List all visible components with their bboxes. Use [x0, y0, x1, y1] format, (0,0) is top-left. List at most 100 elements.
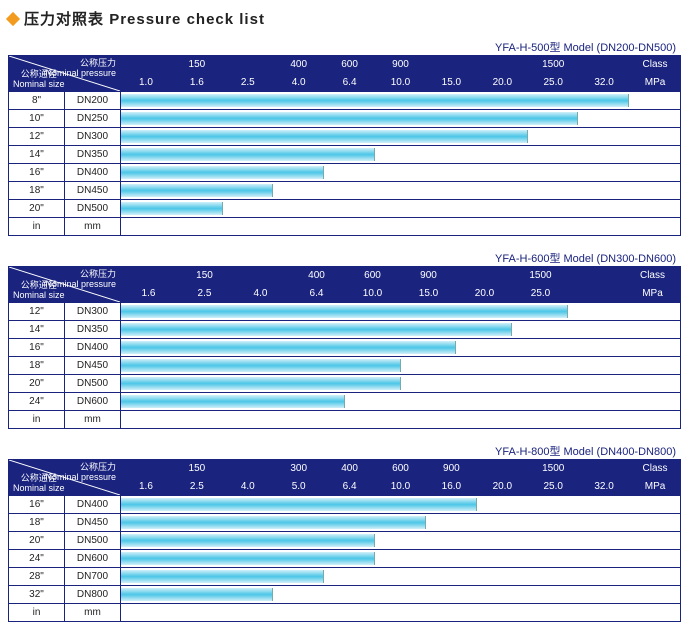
- mpa-header-cell: 32.0: [579, 478, 630, 496]
- bar-cell: [121, 514, 681, 532]
- size-in-cell: 24": [9, 393, 65, 411]
- mpa-header-cell: 6.4: [324, 478, 375, 496]
- bar-cell: [121, 375, 681, 393]
- size-row: 20"DN500: [9, 532, 681, 550]
- size-mm-cell: DN500: [65, 200, 121, 218]
- class-header-cell: [569, 267, 625, 285]
- size-row: 20"DN500: [9, 200, 681, 218]
- size-mm-cell: DN250: [65, 110, 121, 128]
- mpa-header-cell: 25.0: [528, 74, 579, 92]
- size-mm-cell: DN450: [65, 182, 121, 200]
- class-header-cell: 1500: [528, 56, 579, 74]
- size-mm-cell: DN600: [65, 550, 121, 568]
- size-mm-cell: DN350: [65, 321, 121, 339]
- chart-block: YFA-H-800型 Model (DN400-DN800)公称压力Nomina…: [8, 443, 680, 622]
- size-mm-cell: DN450: [65, 357, 121, 375]
- pressure-bar: [121, 359, 401, 372]
- bar-cell: [121, 182, 681, 200]
- pressure-bar: [121, 94, 629, 107]
- size-mm-cell: DN400: [65, 164, 121, 182]
- class-label-cell: Class: [625, 267, 681, 285]
- size-row: 14"DN350: [9, 321, 681, 339]
- mpa-header-cell: [569, 285, 625, 303]
- bar-cell: [121, 357, 681, 375]
- pressure-bar: [121, 202, 223, 215]
- mpa-header-cell: 20.0: [477, 74, 528, 92]
- class-header-cell: [222, 460, 273, 478]
- footer-blank: [121, 411, 681, 429]
- size-in-cell: 32": [9, 586, 65, 604]
- mpa-header-cell: 4.0: [222, 478, 273, 496]
- size-row: 24"DN600: [9, 550, 681, 568]
- class-label-cell: Class: [630, 56, 681, 74]
- class-header-cell: [426, 56, 477, 74]
- size-row: 12"DN300: [9, 128, 681, 146]
- pressure-bar: [121, 184, 273, 197]
- bar-cell: [121, 586, 681, 604]
- pressure-bar: [121, 498, 477, 511]
- mpa-header-cell: 2.5: [171, 478, 222, 496]
- size-in-cell: 14": [9, 146, 65, 164]
- class-label-cell: Class: [630, 460, 681, 478]
- header-corner: 公称压力Nominal pressure公称通径Nominal size: [9, 460, 121, 496]
- bar-cell: [121, 164, 681, 182]
- pressure-bar: [121, 516, 426, 529]
- mpa-header-cell: 15.0: [426, 74, 477, 92]
- size-row: 18"DN450: [9, 357, 681, 375]
- mpa-header-cell: 20.0: [477, 478, 528, 496]
- bar-cell: [121, 200, 681, 218]
- footer-row: inmm: [9, 218, 681, 236]
- class-header-cell: [579, 460, 630, 478]
- page-title: 压力对照表 Pressure check list: [24, 8, 265, 29]
- size-mm-cell: DN300: [65, 303, 121, 321]
- size-mm-cell: DN400: [65, 339, 121, 357]
- pressure-bar: [121, 112, 578, 125]
- title-row: 压力对照表 Pressure check list: [8, 8, 680, 29]
- pressure-bar: [121, 570, 324, 583]
- pressure-bar: [121, 341, 456, 354]
- class-header-cell: 150: [177, 267, 233, 285]
- bar-cell: [121, 550, 681, 568]
- size-mm-cell: DN500: [65, 532, 121, 550]
- footer-blank: [121, 604, 681, 622]
- pressure-bar: [121, 323, 512, 336]
- title-cn: 压力对照表: [24, 11, 104, 28]
- mpa-label-cell: MPa: [625, 285, 681, 303]
- footer-mm: mm: [65, 218, 121, 236]
- size-in-cell: 28": [9, 568, 65, 586]
- size-row: 16"DN400: [9, 339, 681, 357]
- footer-mm: mm: [65, 604, 121, 622]
- pressure-bar: [121, 588, 273, 601]
- pressure-bar: [121, 534, 375, 547]
- pressure-bar: [121, 130, 528, 143]
- mpa-header-cell: 4.0: [233, 285, 289, 303]
- size-row: 24"DN600: [9, 393, 681, 411]
- class-header-cell: 900: [401, 267, 457, 285]
- pressure-bar: [121, 377, 401, 390]
- mpa-header-cell: 6.4: [324, 74, 375, 92]
- size-in-cell: 16": [9, 339, 65, 357]
- mpa-header-cell: 15.0: [401, 285, 457, 303]
- class-header-cell: [121, 56, 172, 74]
- pressure-bar: [121, 395, 345, 408]
- size-row: 16"DN400: [9, 496, 681, 514]
- model-label: YFA-H-800型 Model (DN400-DN800): [8, 443, 680, 459]
- title-en: Pressure check list: [109, 11, 265, 28]
- mpa-header-cell: 1.6: [121, 285, 177, 303]
- footer-in: in: [9, 411, 65, 429]
- size-mm-cell: DN450: [65, 514, 121, 532]
- class-header-cell: [477, 56, 528, 74]
- mpa-header-cell: 10.0: [375, 478, 426, 496]
- header-corner: 公称压力Nominal pressure公称通径Nominal size: [9, 56, 121, 92]
- size-mm-cell: DN200: [65, 92, 121, 110]
- size-in-cell: 18": [9, 357, 65, 375]
- pressure-bar: [121, 148, 375, 161]
- bar-cell: [121, 496, 681, 514]
- bar-cell: [121, 92, 681, 110]
- class-header-cell: 400: [289, 267, 345, 285]
- bar-cell: [121, 568, 681, 586]
- mpa-header-cell: 2.5: [177, 285, 233, 303]
- size-mm-cell: DN600: [65, 393, 121, 411]
- footer-blank: [121, 218, 681, 236]
- pressure-table: 公称压力Nominal pressure公称通径Nominal size1504…: [8, 55, 681, 236]
